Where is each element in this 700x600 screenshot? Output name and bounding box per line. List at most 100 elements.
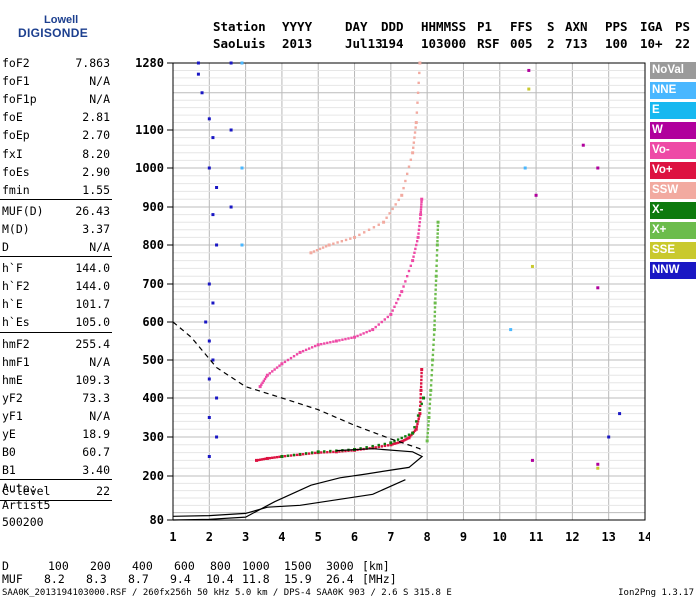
param-value: 101.7 [75,297,110,312]
trace-point-xx [433,306,437,309]
trace-point-xx [413,426,416,429]
trace-point-vox [414,247,417,251]
x-tick-label: 10 [493,530,507,544]
trace-point-vox [374,325,377,329]
trace-point-vox [275,366,279,369]
param-row: h`F 144.0 [2,261,110,279]
trace-point-ssw [397,198,400,202]
param-value: 3.40 [82,463,110,478]
trace-point-xx [411,431,415,435]
trace-point-ssw [377,223,380,226]
trace-point-nnw [204,320,208,324]
legend-item-vox: Vo+ [650,162,696,179]
param-name: hmE [2,372,23,387]
y-tick-label: 200 [142,469,164,483]
trace-point-w [596,462,600,466]
trace-point-nnw [215,435,219,439]
param-row: foE 2.81 [2,110,110,128]
param-row: fmin 1.55 [2,183,110,201]
trace-point-xx [435,264,438,267]
muf-value: 9.4 [170,572,191,586]
trace-point-xx [431,363,434,367]
param-value: N/A [89,408,110,423]
trace-point-vox [396,298,400,301]
trace-point-vox [264,375,268,379]
muf-label: MUF [2,572,23,586]
trace-point-vox [280,362,284,366]
trace-point-w [581,143,585,147]
trace-point-vox [344,449,347,453]
x-tick-label: 9 [460,530,467,544]
trace-point-vox [389,443,393,447]
trace-point-vox [374,446,377,449]
trace-point-vox [415,425,419,428]
muf-value: 11.8 [242,572,270,586]
trace-point-nnw [200,91,204,95]
trace-point-vox [418,412,422,416]
trace-point-ssw [415,111,419,114]
trace-point-xx [436,240,439,243]
trace-point-ssw [416,91,420,94]
trace-point-xx [329,449,332,453]
trace-point-nnw [207,282,211,286]
trace-point-vox [316,343,320,347]
trace-point-xx [430,368,434,372]
x-tick-label: 11 [529,530,543,544]
trace-point-vox [401,439,405,443]
param-name: foEp [2,128,30,143]
header-row1-col8: AXN [565,19,588,34]
param-name: foEs [2,164,30,179]
header-row2-col11: 22 [675,36,691,51]
trace-point-vox [419,400,422,404]
trace-point-vox [278,455,281,459]
legend-item-nnw: NNW [650,262,696,279]
trace-point-xx [422,396,426,400]
trace-point-ssw [394,203,397,206]
header-row1-col2: DAY [345,19,368,34]
param-name: B0 [2,445,16,460]
trace-point-xx [425,439,429,443]
trace-point-xx [433,310,437,314]
trace-point-ssw [349,237,352,240]
param-row: B0 60.7 [2,445,110,463]
legend-item-ssw: SSW [650,182,696,199]
param-row: hmE 109.3 [2,373,110,391]
trace-point-vox [271,370,274,373]
ionogram-plot: 1 2 3 4 5 6 7 8 9 10 11 12 13 14802003004005006007008… [135,56,650,544]
trace-point-ssw [340,240,344,243]
param-row: C-level 22 [2,484,110,502]
param-row: foF2 7.863 [2,56,110,74]
trace-point-vox [341,338,344,341]
trace-point-xx [431,353,435,357]
auto-label: Auto: [2,481,37,495]
trace-point-ssw [416,101,419,104]
plot-frame [172,62,646,521]
trace-point-ssw [315,249,319,252]
trace-point-vox [307,347,311,350]
trace-point-vox [411,259,415,263]
trace-point-vox [257,458,260,462]
trace-point-ssw [367,228,371,231]
trace-point-vox [356,334,359,338]
x-tick-label: 6 [351,530,358,544]
param-value: 2.70 [82,128,110,143]
trace-point-nne [240,61,244,65]
trace-point-vox [344,337,347,341]
trace-point-xx [304,452,308,455]
distance-value: 200 [90,559,111,573]
trace-point-xx [323,450,326,453]
trace-point-vox [419,210,422,214]
header-row1-col0: Station [213,19,266,34]
legend-item-e: E [650,102,696,119]
trace-point-vox [405,437,408,441]
trace-point-ssw [363,231,366,234]
muf-value: 8.2 [44,572,65,586]
param-value: 255.4 [75,336,110,351]
param-name: D [2,240,9,254]
trace-point-nnw [196,72,200,76]
trace-point-ssw [417,81,420,85]
header-row2-col7: 2 [547,36,555,51]
x-tick-label: 7 [387,530,394,544]
x-tick-label: 2 [206,530,213,544]
trace-point-xx [432,338,436,341]
